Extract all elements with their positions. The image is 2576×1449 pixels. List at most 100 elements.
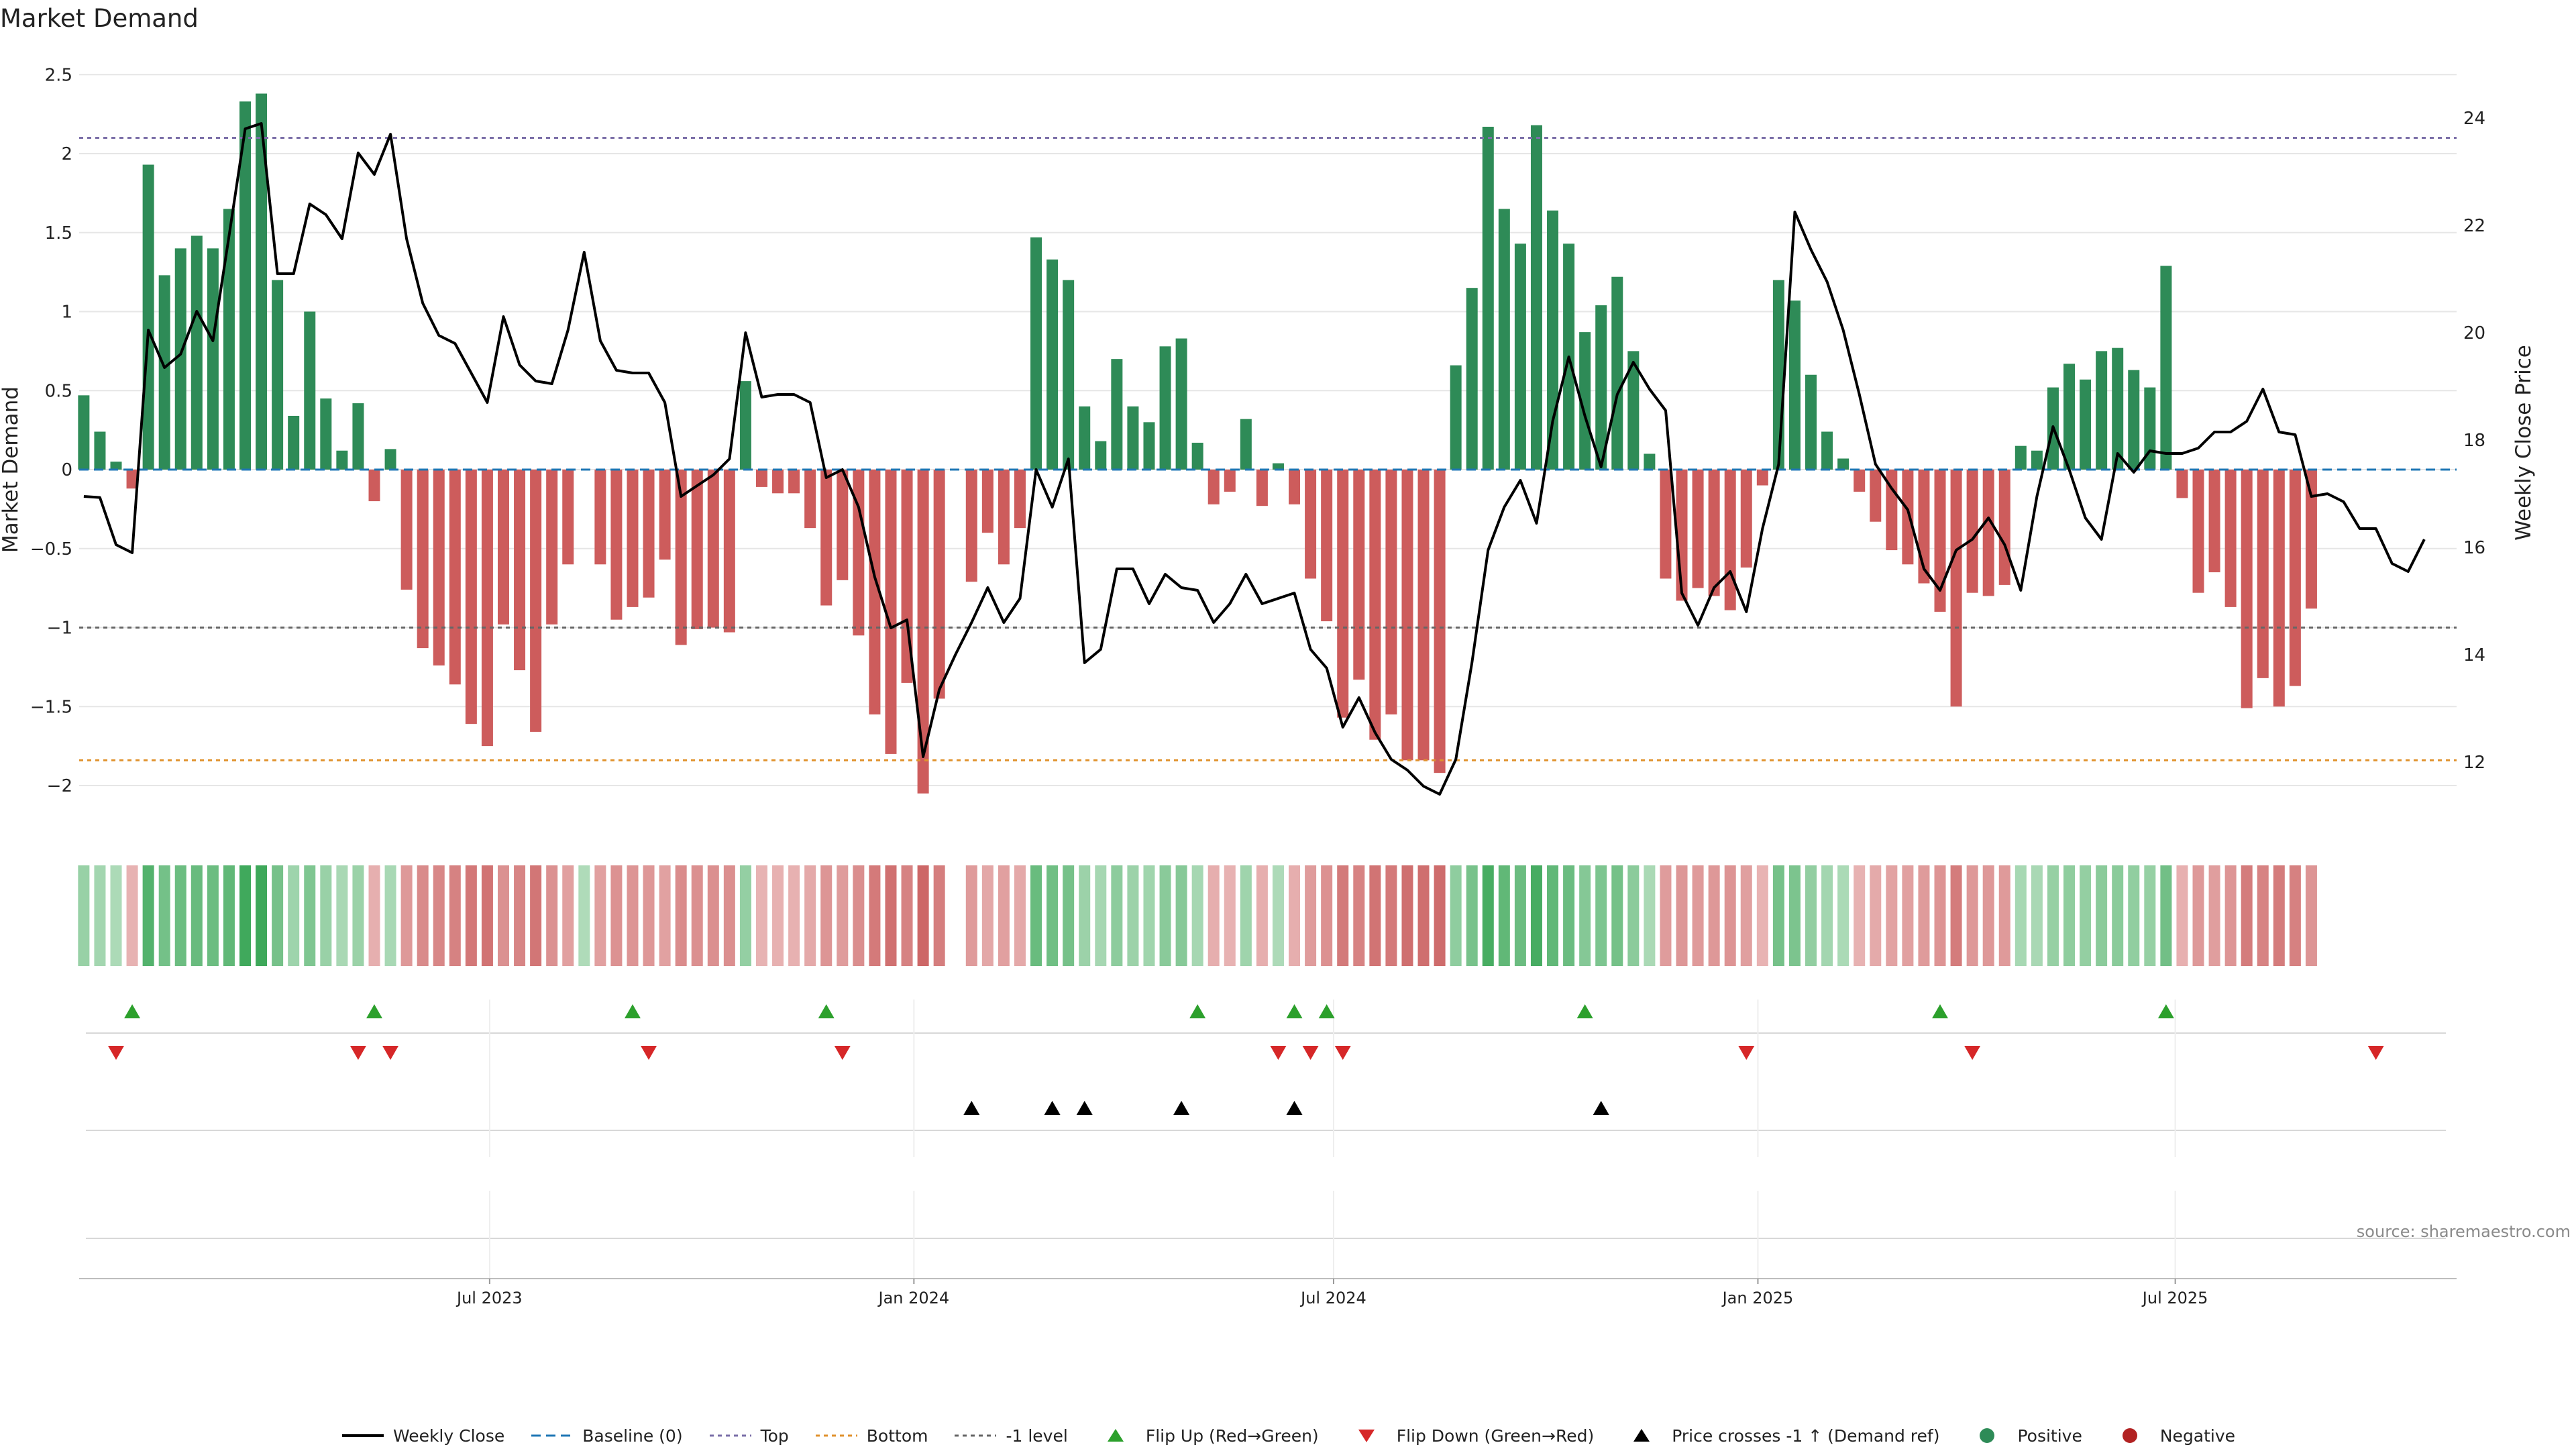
demand-bar-positive [1530,125,1542,470]
heat-strip-cell [384,865,396,966]
x-tick-label: Jul 2024 [1299,1289,1366,1307]
heat-strip-cell [1466,865,1478,966]
heat-strip-cell [94,865,106,966]
source-caption: source: sharemaestro.com [2356,1222,2571,1241]
heat-strip-cell [1191,865,1203,966]
demand-bar-negative [417,470,429,649]
x-tick-label: Jul 2025 [2141,1289,2208,1307]
flip-down-marker [1334,1046,1351,1060]
heat-strip-cell [1918,865,1930,966]
demand-bar-negative [514,470,526,671]
heat-strip-cell [2176,865,2188,966]
demand-bar-negative [2289,470,2301,686]
demand-bar-positive [191,235,203,470]
legend-key [1107,1429,1124,1442]
heat-strip-cell [1305,865,1317,966]
demand-bar-positive [1272,463,1284,470]
heat-strip-cell [965,865,977,966]
heat-strip-cell [272,865,284,966]
legend-item: -1 level [953,1426,1068,1446]
demand-bar-negative [1208,470,1220,504]
demand-bar-positive [1466,288,1478,470]
heat-strip-cell [1482,865,1494,966]
demand-bar-negative [707,470,719,628]
demand-bar-negative [917,470,929,794]
legend-item: Bottom [814,1426,928,1446]
legend-item: Weekly Close [341,1426,504,1446]
legend-label: Price crosses -1 ↑ (Demand ref) [1672,1426,1940,1446]
heat-strip-cell [1417,865,1430,966]
heat-strip-cell [1692,865,1704,966]
demand-bar-negative [1305,470,1317,579]
demand-bar-negative [2241,470,2253,708]
heat-strip-cell [2257,865,2269,966]
legend-label: Bottom [866,1426,928,1446]
demand-bar-positive [256,93,268,470]
demand-bar-positive [2160,266,2172,470]
demand-bar-positive [2128,370,2140,470]
flip-down-marker [834,1046,851,1060]
heat-strip-cell [2047,865,2059,966]
heat-strip-cell [1063,865,1075,966]
flip-down-marker [2367,1046,2384,1060]
demand-bar-positive [1514,244,1526,470]
legend-item: Negative [2108,1426,2235,1446]
heat-strip-cell [1530,865,1542,966]
heat-strip-cell [320,865,332,966]
heat-strip-cell [352,865,364,966]
demand-bar-positive [2063,364,2076,470]
demand-bar-negative [1998,470,2010,585]
demand-bar-negative [853,470,865,636]
demand-bar-negative [1014,470,1026,529]
heat-strip-cell [1708,865,1720,966]
heat-strip-cell [256,865,268,966]
legend-label: Flip Down (Green→Red) [1396,1426,1595,1446]
heat-strip-cell [820,865,833,966]
y-left-tick-label: 1.5 [45,223,72,244]
heat-strip-cell [1498,865,1510,966]
heat-strip-cell [1337,865,1349,966]
demand-bar-positive [320,398,332,470]
heat-strip-cell [142,865,154,966]
heat-strip-cell [2063,865,2076,966]
demand-bar-negative [1740,470,1752,568]
heat-strip-cell [126,865,138,966]
heat-strip-cell [1772,865,1784,966]
demand-bar-positive [2144,387,2156,470]
demand-bar-negative [1950,470,1962,707]
heat-strip-cell [546,865,558,966]
demand-bar-negative [981,470,994,533]
heat-strip-cell [2208,865,2220,966]
legend-item: Baseline (0) [530,1426,683,1446]
heat-strip-cell [1676,865,1688,966]
y-left-tick-label: 2 [61,144,72,164]
heat-strip-cell [1611,865,1623,966]
heat-strip-cell [755,865,767,966]
price-cross-marker [1593,1101,1609,1115]
heat-strip-cell [2096,865,2108,966]
demand-bar-positive [158,275,170,470]
demand-bar-negative [837,470,849,580]
heat-strip-cell [869,865,881,966]
legend-key [1980,1428,1995,1443]
heat-strip-cell [417,865,429,966]
heat-strip-cell [207,865,219,966]
demand-bar-negative [1724,470,1736,610]
heat-strip-cell [2273,865,2285,966]
y-right-tick-label: 24 [2463,109,2485,129]
demand-bar-positive [94,431,106,470]
flip-up-marker [1932,1004,1949,1018]
heat-strip-cell [1563,865,1575,966]
demand-bar-positive [2015,445,2027,470]
legend-key-triangle-up [1107,1429,1124,1442]
demand-bar-negative [2305,470,2317,609]
flip-up-marker [1576,1004,1593,1018]
demand-bar-negative [2208,470,2220,573]
y-left-tick-label: 1 [61,303,72,323]
heat-strip-cell [449,865,461,966]
heat-strip-cell [1240,865,1252,966]
demand-bar-negative [481,470,493,747]
legend-label: -1 level [1006,1426,1068,1446]
heat-strip-cell [1159,865,1171,966]
legend-label: Flip Up (Red→Green) [1145,1426,1319,1446]
